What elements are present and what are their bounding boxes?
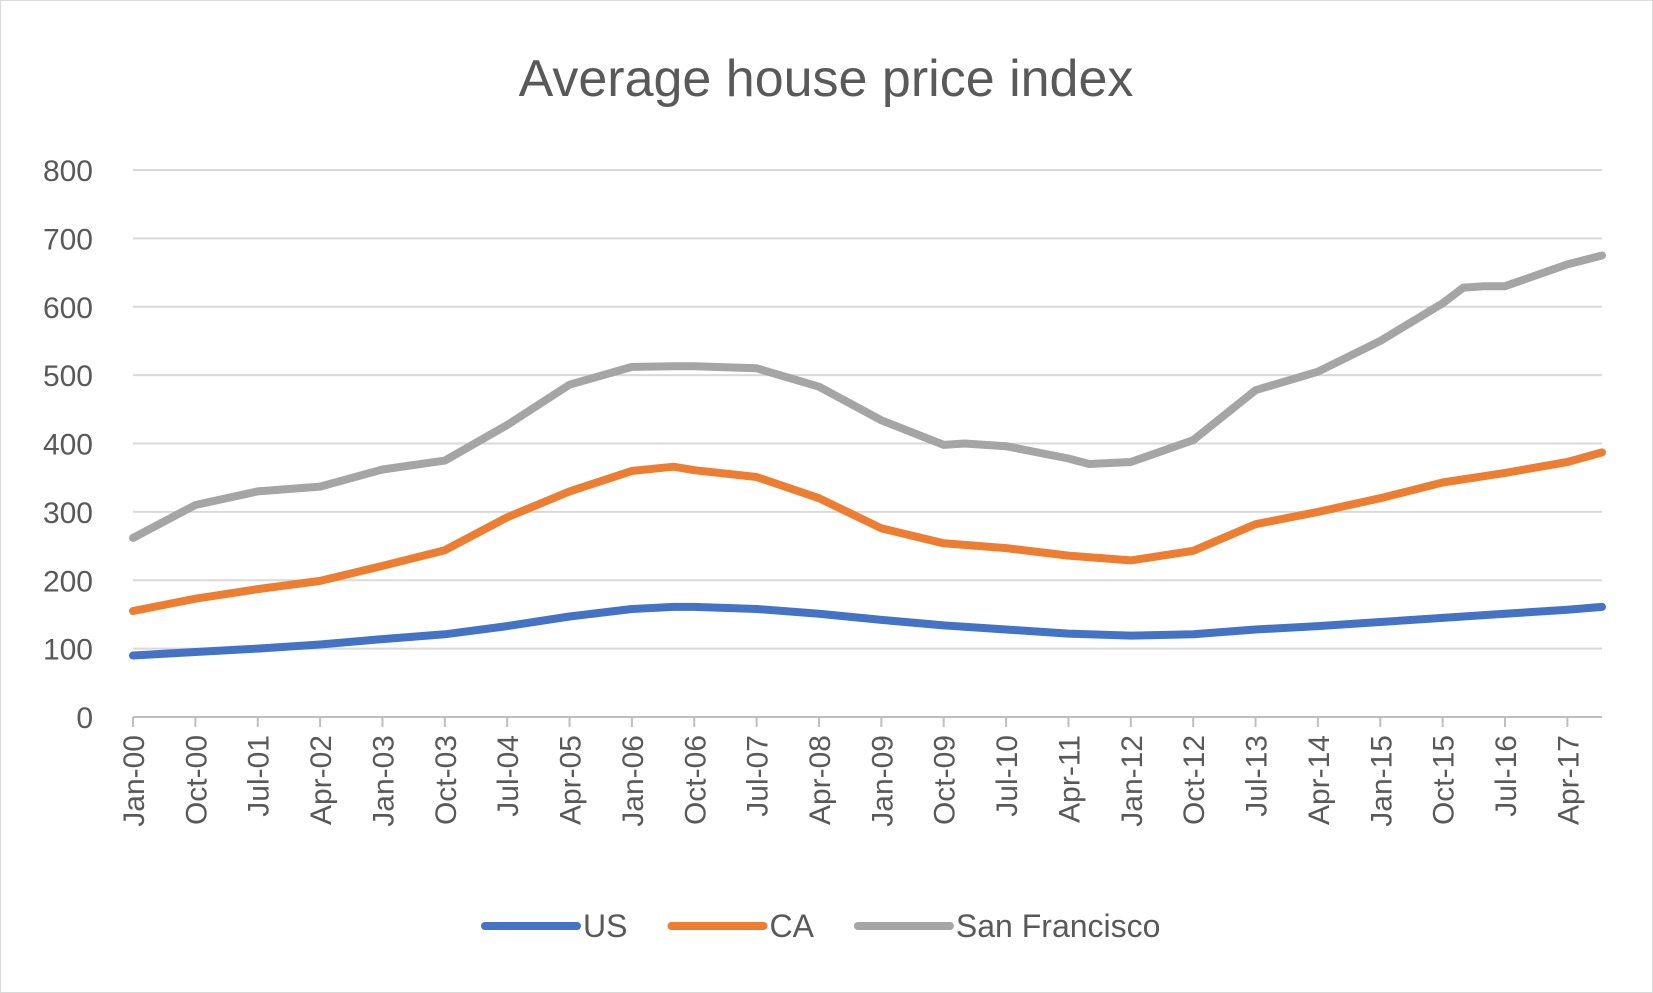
x-tick-label: Oct-06 — [679, 735, 712, 825]
x-tick-label: Jan-12 — [1116, 735, 1149, 827]
x-tick-label: Jul-13 — [1241, 735, 1274, 817]
x-tick-label: Jan-06 — [617, 735, 650, 827]
x-tick-label: Apr-02 — [305, 735, 338, 825]
x-tick-label: Jul-01 — [243, 735, 276, 817]
x-tick-label: Oct-12 — [1178, 735, 1211, 825]
series-lines — [129, 251, 1606, 660]
y-tick-label: 0 — [76, 702, 93, 735]
x-tick-label: Jan-00 — [118, 735, 151, 827]
y-tick-label: 500 — [43, 360, 93, 393]
x-tick-label: Jul-07 — [742, 735, 775, 817]
x-tick-label: Apr-14 — [1303, 735, 1336, 825]
y-tick-label: 700 — [43, 223, 93, 256]
y-tick-label: 600 — [43, 292, 93, 325]
gridlines — [133, 169, 1602, 718]
y-tick-label: 200 — [43, 565, 93, 598]
x-tick-label: Jan-03 — [367, 735, 400, 827]
legend-label: San Francisco — [956, 908, 1161, 944]
x-tick-label: Oct-15 — [1428, 735, 1461, 825]
legend-label: CA — [769, 908, 814, 944]
y-tick-label: 100 — [43, 634, 93, 667]
x-tick-label: Apr-11 — [1053, 735, 1086, 823]
legend-label: US — [583, 908, 627, 944]
y-tick-label: 300 — [43, 497, 93, 530]
legend: US CA San Francisco — [481, 908, 1161, 944]
series-line-ca — [129, 448, 1606, 615]
x-tick-label: Oct-09 — [929, 735, 962, 825]
x-tick-label: Jul-04 — [492, 735, 525, 817]
series-line-us — [129, 602, 1606, 660]
x-tick-label: Jul-16 — [1490, 735, 1523, 817]
x-axis-ticks: Jan-00 Oct-00 Jul-01 Apr-02 Jan-03 Oct-03 Jul-… — [118, 717, 1585, 827]
x-tick-label: Apr-08 — [804, 735, 837, 825]
series-line-san-francisco — [129, 251, 1606, 542]
y-axis-ticks: 0 100 200 300 400 500 600 700 800 — [43, 155, 93, 735]
x-tick-label: Jul-10 — [991, 735, 1024, 817]
x-tick-label: Jan-09 — [866, 735, 899, 827]
x-tick-label: Oct-03 — [430, 735, 463, 825]
x-tick-label: Apr-05 — [555, 735, 588, 825]
x-tick-label: Oct-00 — [180, 735, 213, 825]
chart-title: Average house price index — [519, 50, 1134, 108]
y-tick-label: 800 — [43, 155, 93, 188]
y-tick-label: 400 — [43, 429, 93, 462]
x-tick-label: Jan-15 — [1365, 735, 1398, 827]
x-tick-label: Apr-17 — [1552, 735, 1585, 825]
